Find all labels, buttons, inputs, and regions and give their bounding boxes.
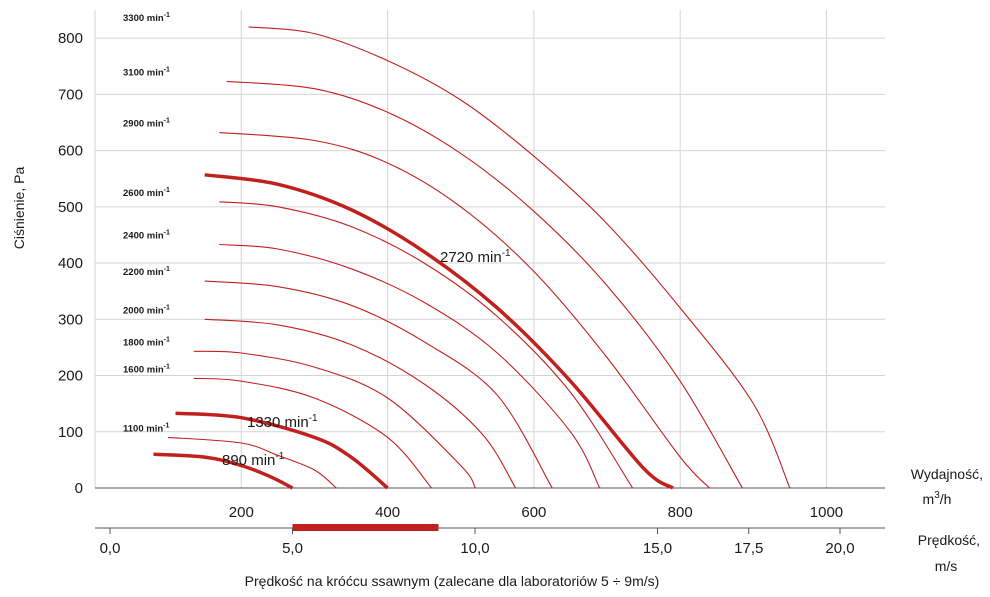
speed-tick-0,0: 0,0	[100, 540, 121, 557]
curve-890	[153, 452, 294, 490]
flow-axis-title: Wydajność,	[911, 466, 983, 482]
y-tick-800: 800	[58, 30, 83, 47]
speed-axis-unit: m/s	[935, 558, 958, 574]
curve-label-1600: 1600 min-1	[123, 363, 170, 375]
flow-unit-base: m	[923, 491, 935, 507]
speed-tick-17,5: 17,5	[734, 540, 763, 557]
curve-2600	[219, 201, 634, 489]
flow-axis-unit: m3/h	[923, 490, 952, 507]
y-tick-400: 400	[58, 255, 83, 272]
flow-unit-rest: /h	[940, 491, 952, 507]
bottom-axis-title: Prędkość na króćcu ssawnym (zalecane dla…	[245, 573, 660, 589]
speed-tick-5,0: 5,0	[282, 540, 303, 557]
flow-unit-sup: 3	[934, 490, 940, 501]
y-tick-200: 200	[58, 368, 83, 385]
flow-tick-200: 200	[229, 504, 254, 521]
curve-label-1330: 1330 min-1	[247, 413, 318, 431]
curve-label-3300: 3300 min-1	[123, 12, 170, 24]
curve-label-2600: 2600 min-1	[123, 187, 170, 199]
curve-label-2200: 2200 min-1	[123, 266, 170, 278]
curve-label-2900: 2900 min-1	[123, 118, 170, 130]
y-tick-500: 500	[58, 199, 83, 216]
y-axis-title: Ciśnienie, Pa	[11, 167, 27, 250]
curve-2720	[204, 173, 674, 490]
curve-1800	[193, 350, 476, 489]
speed-tick-15,0: 15,0	[643, 540, 672, 557]
y-tick-0: 0	[75, 480, 83, 497]
y-tick-labels: 0 100 200 300 400 500 600 700 800	[58, 30, 83, 497]
flow-tick-800: 800	[668, 504, 693, 521]
speed-axis: 0,0 5,0 10,0 15,0 17,5 20,0	[95, 524, 885, 557]
curve-1100	[168, 436, 337, 489]
y-tick-700: 700	[58, 86, 83, 103]
curve-3300	[248, 26, 791, 489]
y-tick-100: 100	[58, 424, 83, 441]
curve-2000	[204, 318, 517, 489]
curve-label-layer: 3300 min-1 3100 min-1 2900 min-1 2720 min-1…	[123, 12, 511, 469]
flow-tick-labels: 200 400 600 800 1000	[229, 504, 843, 521]
flow-tick-600: 600	[521, 504, 546, 521]
curve-label-890: 890 min-1	[222, 451, 285, 469]
speed-tick-20,0: 20,0	[825, 540, 854, 557]
curve-label-2000: 2000 min-1	[123, 304, 170, 316]
curve-1600	[193, 377, 432, 489]
curve-label-3100: 3100 min-1	[123, 66, 170, 78]
curve-label-1800: 1800 min-1	[123, 336, 170, 348]
curve-2400	[219, 243, 601, 489]
curve-label-2400: 2400 min-1	[123, 230, 170, 242]
speed-tick-10,0: 10,0	[460, 540, 489, 557]
curve-label-1100: 1100 min-1	[123, 422, 169, 434]
curve-1330	[175, 411, 389, 490]
flow-tick-400: 400	[375, 504, 400, 521]
y-tick-600: 600	[58, 143, 83, 160]
flow-tick-1000: 1000	[810, 504, 843, 521]
recommended-speed-band	[292, 524, 439, 531]
y-tick-300: 300	[58, 311, 83, 328]
curve-2200	[204, 280, 553, 489]
curve-2900	[219, 132, 710, 489]
grid	[94, 10, 885, 489]
curve-layer	[153, 26, 791, 490]
curve-label-2720: 2720 min-1	[440, 248, 511, 266]
curve-3100	[226, 80, 743, 489]
speed-axis-title: Prędkość,	[918, 532, 980, 548]
